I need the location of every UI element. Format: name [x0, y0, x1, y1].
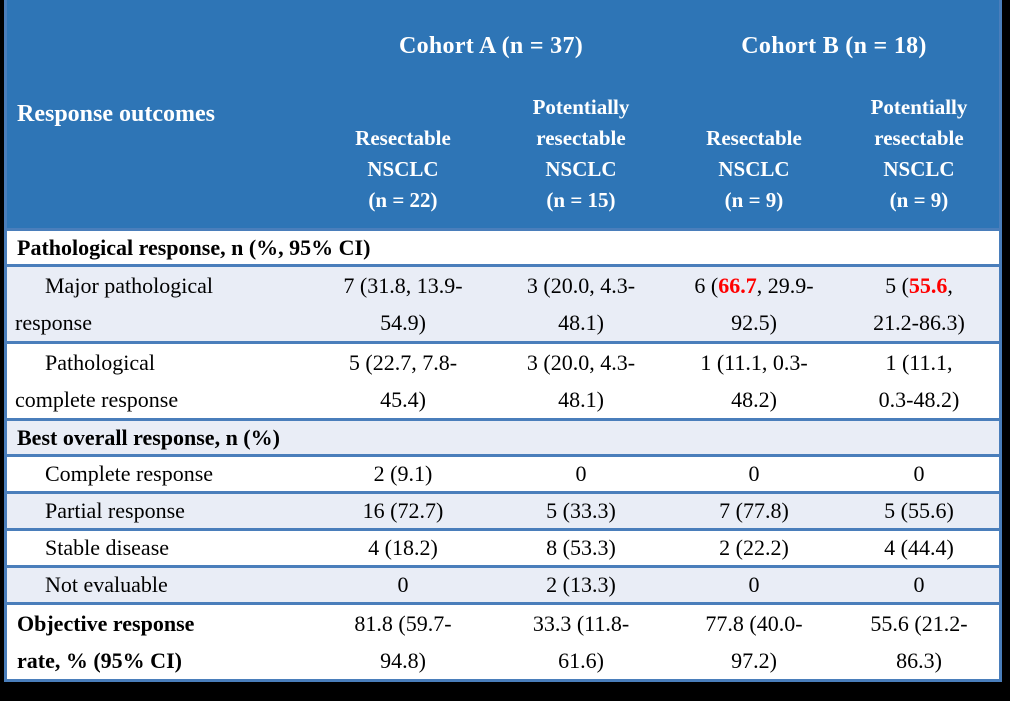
- table-body: Pathological response, n (%, 95% CI) Maj…: [7, 228, 999, 679]
- row-stable-disease: Stable disease 4 (18.2) 8 (53.3) 2 (22.2…: [7, 531, 999, 565]
- col-subheader-resectable-b: Resectable NSCLC (n = 9): [706, 126, 802, 212]
- data-cell: 16 (72.7): [362, 498, 444, 523]
- data-cell: 0: [397, 572, 409, 597]
- data-cell: 5 (55.6, 21.2-86.3): [873, 273, 965, 335]
- col-header-response-outcomes: Response outcomes: [17, 100, 215, 127]
- col-subheader-resectable-a: Resectable NSCLC (n = 22): [355, 126, 451, 212]
- data-cell: 3 (20.0, 4.3- 48.1): [526, 350, 636, 412]
- data-cell: 2 (22.2): [719, 535, 789, 560]
- row-major-pathological-response: Major pathological response 7 (31.8, 13.…: [7, 267, 999, 341]
- row-not-evaluable: Not evaluable 0 2 (13.3) 0 0: [7, 568, 999, 602]
- row-label: Not evaluable: [45, 572, 168, 597]
- col-header-cohort-a: Cohort A (n = 37): [398, 32, 584, 59]
- table-header: Response outcomes Cohort A (n = 37) Coho…: [7, 0, 999, 228]
- highlighted-value: 66.7: [718, 273, 757, 298]
- section-row-pathological-response: Pathological response, n (%, 95% CI): [7, 231, 999, 264]
- data-cell: 5 (55.6): [884, 498, 954, 523]
- data-cell: 0: [913, 572, 925, 597]
- section-row-best-overall-response: Best overall response, n (%): [7, 421, 999, 454]
- row-label: Stable disease: [45, 535, 170, 560]
- data-cell: 6 (66.7, 29.9- 92.5): [694, 273, 814, 335]
- data-cell: 77.8 (40.0- 97.2): [705, 611, 803, 673]
- data-cell: 0: [748, 572, 760, 597]
- col-header-cohort-b: Cohort B (n = 18): [741, 32, 927, 59]
- data-cell: 0: [748, 461, 760, 486]
- data-cell: 2 (9.1): [373, 461, 433, 486]
- data-cell: 1 (11.1, 0.3-48.2): [878, 350, 960, 412]
- data-cell: 0: [913, 461, 925, 486]
- row-label: Major pathological response: [15, 273, 214, 335]
- section-label: Pathological response, n (%, 95% CI): [17, 235, 371, 260]
- row-label: Partial response: [45, 498, 185, 523]
- data-cell: 4 (18.2): [368, 535, 438, 560]
- data-cell: 81.8 (59.7- 94.8): [354, 611, 452, 673]
- col-subheader-potentially-resectable-b: Potentially resectable NSCLC (n = 9): [870, 95, 968, 212]
- response-outcomes-table: Response outcomes Cohort A (n = 37) Coho…: [4, 0, 1002, 682]
- row-label: Objective response rate, % (95% CI): [17, 611, 195, 673]
- data-cell: 7 (31.8, 13.9- 54.9): [343, 273, 463, 335]
- data-cell: 55.6 (21.2- 86.3): [870, 611, 968, 673]
- row-label: Pathological complete response: [15, 350, 179, 412]
- data-cell: 5 (33.3): [546, 498, 616, 523]
- section-label: Best overall response, n (%): [17, 425, 280, 450]
- data-cell: 33.3 (11.8- 61.6): [532, 611, 630, 673]
- row-partial-response: Partial response 16 (72.7) 5 (33.3) 7 (7…: [7, 494, 999, 528]
- highlighted-value: 55.6: [908, 273, 948, 298]
- row-objective-response-rate: Objective response rate, % (95% CI) 81.8…: [7, 605, 999, 679]
- data-cell: 1 (11.1, 0.3- 48.2): [700, 350, 808, 412]
- data-cell: 3 (20.0, 4.3- 48.1): [526, 273, 636, 335]
- row-pathological-complete-response: Pathological complete response 5 (22.7, …: [7, 344, 999, 418]
- data-cell: 0: [575, 461, 587, 486]
- data-cell: 8 (53.3): [546, 535, 616, 560]
- data-cell: 5 (22.7, 7.8- 45.4): [348, 350, 458, 412]
- row-complete-response: Complete response 2 (9.1) 0 0 0: [7, 457, 999, 491]
- data-cell: 7 (77.8): [719, 498, 789, 523]
- col-subheader-potentially-resectable-a: Potentially resectable NSCLC (n = 15): [532, 95, 630, 212]
- data-cell: 4 (44.4): [884, 535, 954, 560]
- data-cell: 2 (13.3): [546, 572, 616, 597]
- row-label: Complete response: [45, 461, 214, 486]
